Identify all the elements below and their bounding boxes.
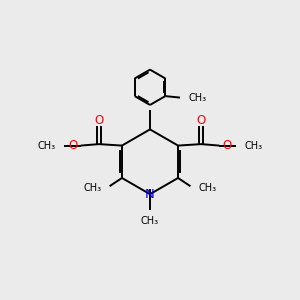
Text: N: N: [145, 188, 155, 201]
Text: CH₃: CH₃: [244, 141, 263, 151]
Text: O: O: [223, 139, 232, 152]
Text: O: O: [196, 114, 206, 127]
Text: CH₃: CH₃: [141, 216, 159, 226]
Text: CH₃: CH₃: [37, 141, 56, 151]
Text: O: O: [68, 139, 77, 152]
Text: CH₃: CH₃: [83, 183, 101, 193]
Text: O: O: [94, 114, 103, 127]
Text: CH₃: CH₃: [189, 93, 207, 103]
Text: CH₃: CH₃: [199, 183, 217, 193]
